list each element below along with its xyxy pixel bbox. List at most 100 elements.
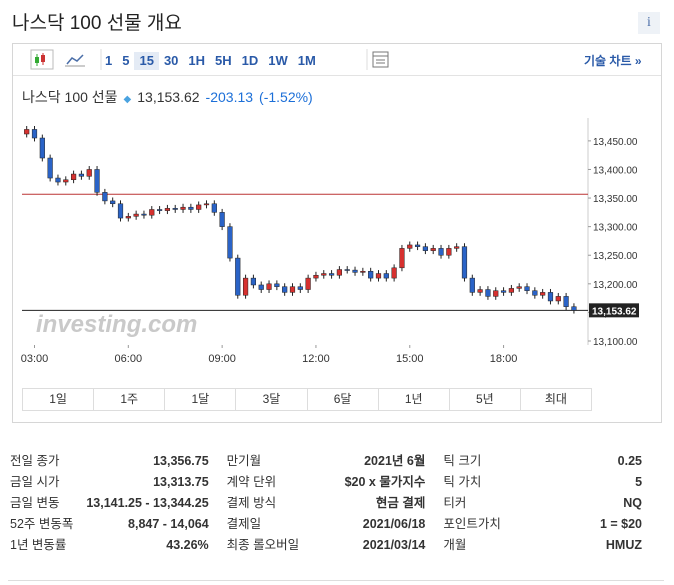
range-button[interactable]: 최대	[544, 392, 567, 406]
stat-label: 틱 크기	[443, 454, 482, 468]
candle-body	[258, 284, 264, 290]
candle-body	[430, 248, 436, 251]
x-tick-label: 18:00	[490, 353, 518, 365]
stat-label: 금일 시가	[10, 475, 60, 489]
chart-toolbar	[13, 44, 661, 76]
divider	[8, 580, 664, 581]
y-tick-label: 13,200.00	[593, 280, 638, 291]
candle-body	[555, 296, 561, 302]
range-button[interactable]: 1일	[23, 389, 95, 410]
candle-body	[391, 267, 397, 279]
candle-body	[235, 257, 241, 296]
stat-value: NQ	[623, 496, 643, 510]
stat-label: 포인트가치	[443, 517, 501, 531]
stat-value: $20 x 물가지수	[344, 475, 426, 489]
range-buttons: 1일 1주 1달 3달 6달 1년 5년 최대	[22, 388, 592, 411]
candle-body	[375, 273, 382, 279]
candle-body	[571, 306, 577, 311]
candle-body	[180, 206, 186, 210]
instrument-name: 나스닥 100 선물	[22, 89, 118, 105]
stats-row: 52주 변동폭 8,847 - 14,064	[10, 514, 227, 535]
interval-button[interactable]: 5	[122, 53, 130, 68]
candle-body	[500, 290, 507, 293]
stat-value: 13,141.25 - 13,344.25	[86, 496, 209, 510]
interval-button[interactable]: 1D	[241, 53, 259, 68]
interval-button[interactable]: 30	[163, 53, 179, 68]
y-tick-label: 13,250.00	[593, 251, 638, 262]
last-price-tag	[589, 303, 639, 318]
candle-body	[407, 244, 413, 249]
stat-value: 13,356.75	[153, 454, 209, 468]
range-button[interactable]: 1주	[94, 389, 166, 410]
interval-button[interactable]: 5H	[215, 53, 232, 68]
stats-row: 티커 NQ	[443, 493, 660, 514]
candle-body	[485, 289, 491, 297]
candle-body	[422, 246, 428, 251]
icon-part	[35, 57, 39, 63]
candle-body	[305, 277, 311, 290]
candle-body	[172, 208, 178, 210]
candle-body	[540, 292, 546, 296]
stat-value: 2021년 6월	[364, 454, 426, 468]
range-button[interactable]: 5년	[450, 389, 521, 410]
chart-panel	[12, 43, 662, 423]
y-tick-label: 13,450.00	[593, 137, 638, 148]
candle-body	[219, 212, 225, 227]
stat-label: 계약 단위	[226, 475, 277, 489]
stats-row: 결제 방식 현금 결제	[227, 493, 444, 514]
stats-row: 최종 롤오버일 2021/03/14	[227, 535, 444, 556]
range-button[interactable]: 3달	[236, 389, 308, 410]
candle-body	[39, 137, 45, 159]
stat-label: 티커	[443, 496, 467, 510]
interval-button[interactable]: 1	[105, 53, 113, 68]
range-button[interactable]: 1년	[379, 389, 450, 410]
interval-button[interactable]: 15	[134, 52, 159, 70]
stat-label: 틱 가치	[443, 475, 482, 489]
candle-body	[493, 290, 499, 297]
interval-button[interactable]: 1W	[268, 53, 288, 68]
stat-label: 만기월	[226, 454, 262, 468]
candle-body	[211, 203, 217, 213]
stats-row: 개월 HMUZ	[443, 535, 660, 556]
candle-body	[63, 179, 69, 183]
range-button[interactable]: 6달	[308, 389, 379, 410]
settings-icon[interactable]	[363, 44, 393, 75]
stat-value: 5	[635, 475, 643, 489]
candle-body	[86, 169, 92, 177]
x-tick-label: 15:00	[396, 353, 424, 365]
candle-body	[563, 296, 569, 307]
candle-body	[71, 173, 77, 181]
candle-body	[188, 206, 194, 210]
stats-column: 만기월 2021년 6월 계약 단위 $20 x 물가지수 결제 방식 현금 결제 결제일 2…	[227, 451, 444, 556]
candle-body	[149, 209, 155, 216]
line-icon[interactable]	[66, 54, 84, 65]
y-tick-label: 13,400.00	[593, 165, 638, 176]
candle-body	[399, 248, 405, 269]
candle-body	[78, 173, 85, 177]
candle-body	[469, 277, 475, 293]
candle-body	[313, 274, 319, 279]
candle-body	[133, 213, 139, 217]
stat-label: 52주 변동폭	[10, 517, 74, 531]
price-change: -203.13	[205, 89, 254, 105]
stat-value: HMUZ	[605, 538, 643, 552]
quote-line: 나스닥 100 선물 ◆ 13,153.62 -203.13 (-1.52%)	[22, 87, 313, 107]
range-button[interactable]: 1달	[165, 389, 237, 410]
candle-body	[125, 216, 131, 219]
technical-chart-link[interactable]: 기술 차트 »	[584, 54, 642, 68]
candlestick-chart: investing.com13,100.0013,150.0013,200.00…	[21, 118, 639, 365]
info-button[interactable]: i	[638, 12, 660, 34]
x-tick-label: 06:00	[115, 353, 143, 365]
stat-label: 최종 롤오버일	[226, 538, 300, 552]
stat-value: 1 = $20	[599, 517, 643, 531]
interval-button[interactable]: 1M	[297, 53, 316, 68]
candle-body	[532, 290, 538, 296]
stats-row: 금일 시가 13,313.75	[10, 472, 227, 493]
interval-button[interactable]: 1H	[188, 53, 206, 68]
candle-body	[102, 192, 108, 202]
stats-row: 계약 단위 $20 x 물가지수	[227, 472, 444, 493]
stats-row: 금일 변동 13,141.25 - 13,344.25	[10, 493, 227, 514]
candle-body	[117, 203, 124, 219]
candle-body	[383, 273, 389, 279]
candle-body	[360, 270, 366, 273]
